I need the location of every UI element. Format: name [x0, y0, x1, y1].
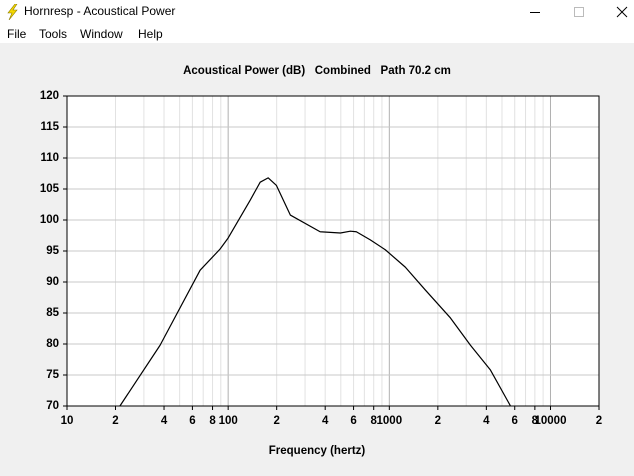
x-tick-label: 10	[61, 415, 74, 427]
x-tick-label: 10000	[534, 415, 566, 427]
x-tick-label: 2	[596, 415, 602, 427]
maximize-button[interactable]	[574, 7, 584, 17]
y-tick-label: 95	[46, 245, 59, 257]
y-tick-label: 80	[46, 338, 59, 350]
y-tick-label: 105	[40, 183, 60, 195]
plot-area	[67, 96, 599, 406]
plot-border	[66, 95, 600, 407]
y-tick-label: 110	[40, 152, 59, 164]
x-tick-label: 1000	[377, 415, 403, 427]
x-tick-label: 4	[483, 415, 490, 427]
menu-item[interactable]: Window	[80, 27, 123, 41]
menu-item[interactable]: File	[7, 27, 27, 41]
x-axis-label: Frequency (hertz)	[269, 445, 366, 457]
menu-bar: File Tools Window Help	[0, 24, 634, 43]
x-tick-label: 6	[350, 415, 356, 427]
x-tick-label: 4	[322, 415, 329, 427]
x-tick-label: 8	[532, 415, 539, 427]
title-bar: Hornresp - Acoustical Power	[0, 0, 634, 24]
line-series	[119, 177, 512, 407]
x-tick-label: 8	[209, 415, 216, 427]
y-tick-label: 75	[46, 369, 59, 381]
y-tick-label: 85	[46, 307, 59, 319]
y-tick-label: 115	[40, 121, 59, 133]
x-tick-label: 2	[273, 415, 279, 427]
y-tick-label: 100	[40, 214, 59, 226]
y-tick-label: 120	[40, 90, 59, 102]
chart-title: Acoustical Power (dB) Combined Path 70.2…	[183, 65, 451, 77]
x-tick-label: 8	[371, 415, 378, 427]
menu-item[interactable]: Tools	[39, 27, 68, 41]
window-title: Hornresp - Acoustical Power	[24, 4, 176, 18]
x-tick-label: 6	[189, 415, 195, 427]
x-tick-label: 4	[161, 415, 168, 427]
x-tick-label: 2	[435, 415, 441, 427]
window-controls[interactable]	[514, 0, 634, 24]
menu-item[interactable]: Help	[138, 27, 163, 41]
x-tick-label: 100	[219, 415, 238, 427]
close-button[interactable]	[616, 6, 628, 18]
app-icon	[7, 4, 18, 20]
x-tick-label: 2	[112, 415, 118, 427]
y-tick-label: 90	[46, 276, 59, 288]
x-tick-label: 6	[512, 415, 518, 427]
y-tick-label: 70	[46, 400, 59, 412]
